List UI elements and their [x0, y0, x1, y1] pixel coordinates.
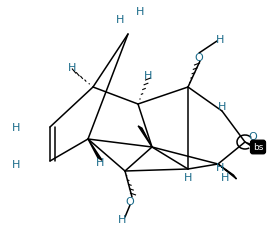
Text: O: O	[126, 196, 134, 206]
Text: H: H	[216, 35, 224, 45]
Text: H: H	[221, 172, 229, 182]
Text: H: H	[116, 15, 124, 25]
Text: H: H	[218, 101, 226, 111]
Text: H: H	[184, 172, 192, 182]
Text: O: O	[195, 53, 203, 63]
Text: H: H	[144, 71, 152, 81]
Text: H: H	[216, 162, 224, 172]
Text: bs: bs	[253, 143, 263, 152]
Polygon shape	[138, 126, 152, 147]
Polygon shape	[88, 139, 102, 160]
Text: H: H	[118, 214, 126, 224]
Text: H: H	[96, 157, 104, 167]
Text: H: H	[12, 159, 20, 169]
Polygon shape	[245, 142, 259, 152]
Text: H: H	[68, 63, 76, 73]
Text: O: O	[249, 131, 257, 141]
Text: H: H	[12, 122, 20, 132]
Text: H: H	[136, 7, 144, 17]
Polygon shape	[218, 164, 237, 179]
